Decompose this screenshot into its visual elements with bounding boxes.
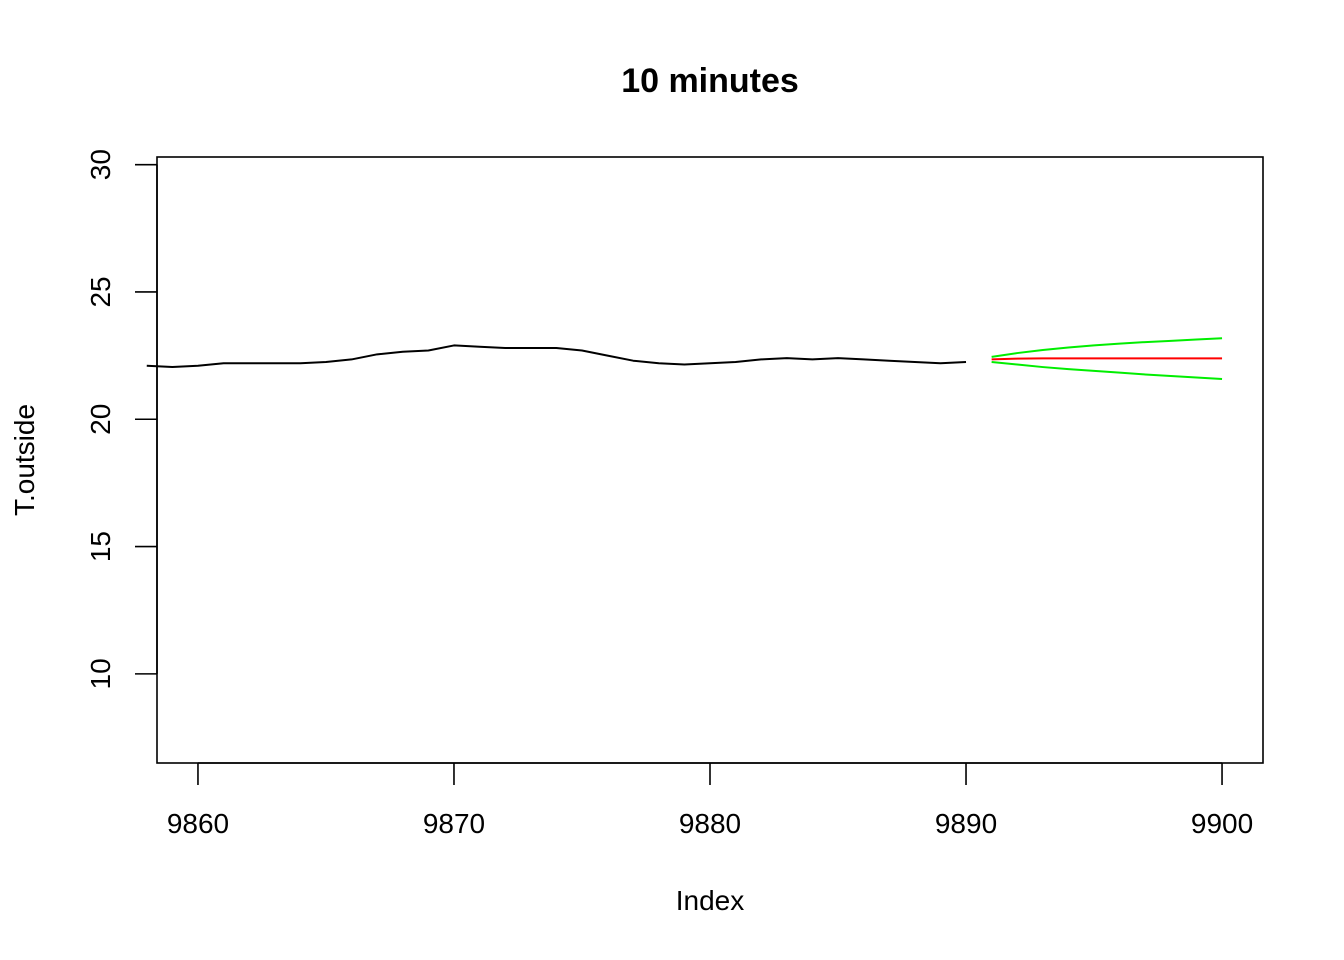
y-tick-label: 20 bbox=[85, 404, 116, 435]
y-tick-label: 30 bbox=[85, 149, 116, 180]
y-axis-label: T.outside bbox=[9, 404, 40, 516]
x-tick-label: 9900 bbox=[1191, 808, 1253, 839]
x-tick-label: 9870 bbox=[423, 808, 485, 839]
series-line bbox=[991, 360, 1223, 381]
series-line bbox=[146, 344, 967, 369]
y-tick-label: 10 bbox=[85, 658, 116, 689]
y-tick-label: 25 bbox=[85, 276, 116, 307]
x-tick-label: 9860 bbox=[167, 808, 229, 839]
series-layer bbox=[146, 337, 1223, 381]
x-tick-label: 9880 bbox=[679, 808, 741, 839]
series-3 bbox=[991, 360, 1223, 381]
y-tick-label: 15 bbox=[85, 531, 116, 562]
chart-title: 10 minutes bbox=[621, 62, 799, 100]
series-1 bbox=[991, 357, 1223, 361]
series-2 bbox=[991, 337, 1223, 358]
series-line bbox=[991, 337, 1223, 358]
x-axis-label: Index bbox=[676, 885, 745, 916]
series-line bbox=[991, 357, 1223, 361]
x-axis: 9860 9870 9880 9890 9900 bbox=[167, 762, 1253, 839]
series-0 bbox=[146, 344, 967, 369]
x-tick-label: 9890 bbox=[935, 808, 997, 839]
y-axis: 10 15 20 25 30 bbox=[85, 149, 158, 689]
